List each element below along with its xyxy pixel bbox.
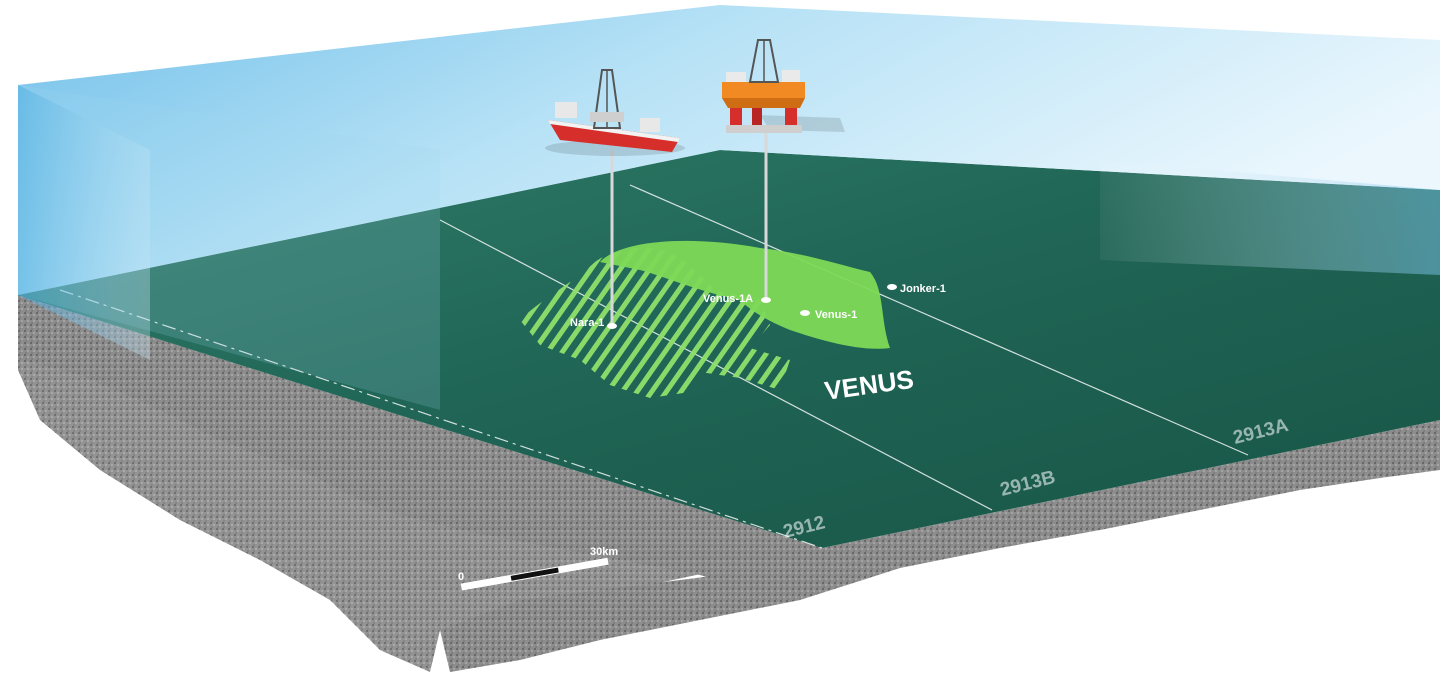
well-label-jonker-1: Jonker-1 xyxy=(900,283,946,295)
scale-bar-end-label: 30km xyxy=(590,546,618,558)
well-marker-nara xyxy=(607,323,617,329)
scale-bar-start-label: 0 xyxy=(458,571,464,583)
water-top-surface xyxy=(18,5,1440,295)
rock-side-front xyxy=(440,420,1440,672)
scale-bar xyxy=(460,557,609,591)
rock-side-corner xyxy=(18,295,822,672)
well-label-venus-1a: Venus-1A xyxy=(703,293,753,305)
semi-submersible-rig-icon xyxy=(722,39,845,133)
boundary-line-2 xyxy=(629,184,1249,456)
drillship-icon xyxy=(545,69,685,156)
well-marker-jonker-1 xyxy=(887,284,897,290)
venus-field-solid-area xyxy=(600,240,890,349)
water-right-face xyxy=(1100,160,1440,275)
venus-field-hatched-area xyxy=(520,248,790,398)
water-front-face xyxy=(18,85,440,410)
well-marker-venus-1 xyxy=(800,310,810,316)
well-marker-venus-1a xyxy=(761,297,771,303)
well-label-venus-1: Venus-1 xyxy=(815,309,857,321)
water-left-face xyxy=(18,85,150,360)
well-label-nara-1: Nara-1 xyxy=(570,317,604,329)
